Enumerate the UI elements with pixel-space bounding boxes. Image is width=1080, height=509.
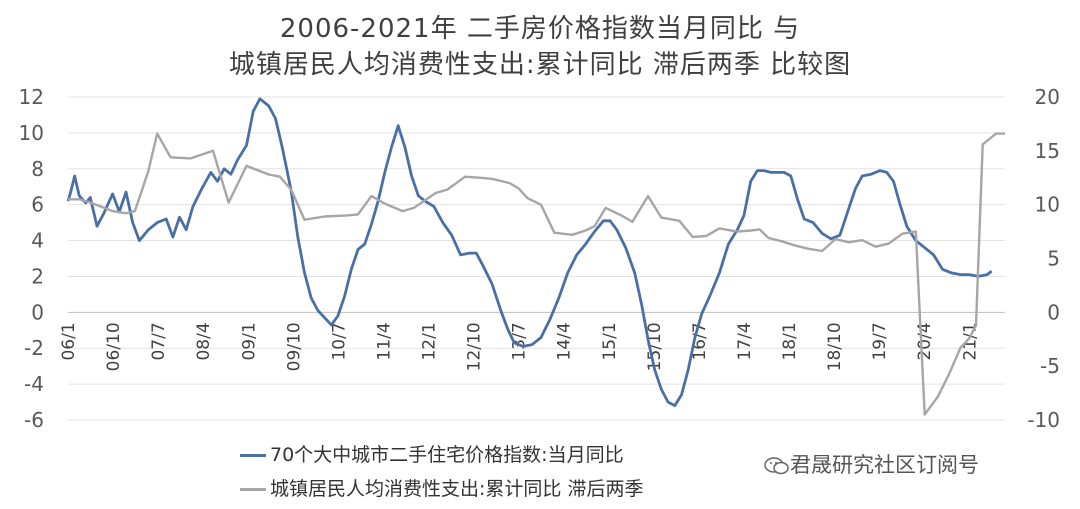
x-axis-tick-label: 07/7	[149, 322, 169, 360]
x-axis-tick-label: 09/10	[284, 322, 304, 371]
chart-title-line-2: 城镇居民人均消费性支出:累计同比 滞后两季 比较图	[228, 50, 852, 80]
left-axis-tick-label: 2	[31, 264, 44, 288]
right-axis-tick-label: 10	[1035, 193, 1060, 217]
legend-label-series-2: 城镇居民人均消费性支出:累计同比 滞后两季	[270, 478, 644, 500]
left-axis-tick-label: 6	[31, 193, 44, 217]
right-axis-tick-label: -5	[1040, 354, 1060, 378]
right-axis-tick-label: 15	[1035, 139, 1060, 163]
left-axis-tick-label: 12	[19, 85, 44, 109]
right-axis-tick-label: -10	[1027, 408, 1060, 432]
series-line-2	[68, 132, 1005, 416]
watermark-text: 君晟研究社区订阅号	[790, 453, 979, 477]
legend-swatch-series-1	[240, 454, 266, 457]
x-axis-tick-label: 06/1	[59, 322, 79, 360]
left-axis-tick-label: -4	[24, 372, 44, 396]
x-axis-tick-label: 13/7	[510, 322, 530, 360]
right-axis-tick-label: 5	[1047, 247, 1060, 271]
left-axis-tick-label: 0	[31, 300, 44, 324]
legend-swatch-series-2	[240, 488, 266, 491]
chart-title-line-1: 2006-2021年 二手房价格指数当月同比 与	[279, 14, 801, 44]
x-axis-tick-label: 15/10	[645, 322, 665, 371]
x-axis-tick-label: 06/10	[104, 322, 124, 371]
wechat-icon	[764, 457, 789, 475]
x-axis-tick-label: 08/4	[194, 322, 214, 360]
x-axis-tick-label: 18/1	[780, 322, 800, 360]
series-line-1	[66, 97, 993, 407]
x-axis-tick-label: 20/4	[915, 322, 935, 360]
left-axis-tick-label: -6	[24, 408, 44, 432]
watermark: 君晟研究社区订阅号	[760, 447, 983, 481]
left-axis-tick-label: 10	[19, 121, 44, 145]
left-axis-tick-label: 4	[31, 229, 44, 253]
x-axis-tick-label: 11/4	[374, 322, 394, 360]
legend-label-series-1: 70个大中城市二手住宅价格指数:当月同比	[270, 444, 624, 466]
x-axis-tick-label: 16/7	[690, 322, 710, 360]
right-axis-tick-label: 0	[1047, 300, 1060, 324]
x-axis-tick-label: 21/1	[960, 322, 980, 360]
x-axis-tick-label: 14/4	[555, 322, 575, 360]
x-axis-tick-label: 09/1	[239, 322, 259, 360]
left-axis-tick-label: 8	[31, 157, 44, 181]
legend-entry-series-2: 城镇居民人均消费性支出:累计同比 滞后两季	[240, 474, 643, 501]
x-axis-tick-label: 18/10	[825, 322, 845, 371]
x-axis-tick-label: 12/10	[465, 322, 485, 371]
x-axis-tick-label: 15/1	[600, 322, 620, 360]
x-axis-tick-label: 10/7	[329, 322, 349, 360]
right-axis-tick-label: 20	[1035, 85, 1060, 109]
x-axis-tick-label: 17/4	[735, 322, 755, 360]
x-axis-tick-label: 19/7	[870, 322, 890, 360]
x-axis-tick-label: 12/1	[420, 322, 440, 360]
left-axis-tick-label: -2	[24, 336, 44, 360]
legend-entry-series-1: 70个大中城市二手住宅价格指数:当月同比	[240, 440, 624, 467]
